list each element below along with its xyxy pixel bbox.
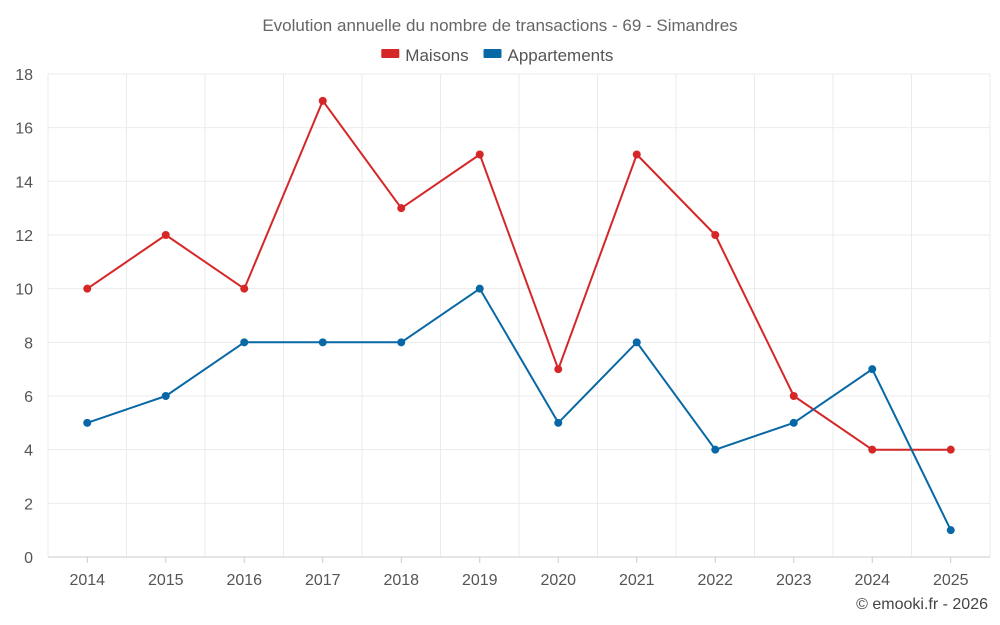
data-point[interactable] — [554, 418, 563, 427]
series-maisons[interactable] — [83, 96, 955, 454]
x-tick-label: 2025 — [933, 572, 969, 589]
y-tick-label: 2 — [24, 496, 33, 513]
chart-title: Evolution annuelle du nombre de transact… — [262, 16, 737, 35]
legend-label: Appartements — [508, 46, 614, 65]
data-point[interactable] — [554, 365, 563, 374]
x-tick-label: 2015 — [148, 572, 184, 589]
data-point[interactable] — [83, 284, 92, 293]
credit-text: © emooki.fr - 2026 — [856, 596, 988, 613]
data-point[interactable] — [161, 392, 170, 400]
data-point[interactable] — [83, 418, 92, 427]
x-tick-label: 2023 — [776, 572, 812, 589]
x-tick-label: 2014 — [69, 572, 105, 589]
x-tick-label: 2016 — [226, 572, 262, 589]
data-point[interactable] — [711, 445, 720, 454]
data-point[interactable] — [240, 338, 249, 347]
data-point[interactable] — [946, 526, 955, 535]
data-point[interactable] — [632, 150, 641, 159]
y-tick-label: 0 — [24, 550, 33, 567]
x-tick-label: 2017 — [305, 572, 341, 589]
legend-label: Maisons — [405, 46, 468, 65]
data-point[interactable] — [711, 231, 720, 239]
x-tick-label: 2018 — [383, 572, 419, 589]
data-point[interactable] — [318, 338, 327, 347]
axes: 0 2 4 6 8 10 12 14 16 18 2014 2015 2016 2017 2018 2019 2… — [15, 67, 990, 589]
legend[interactable]: Maisons Appartements — [381, 46, 613, 65]
data-point[interactable] — [397, 204, 406, 213]
data-point[interactable] — [789, 418, 798, 427]
y-tick-label: 8 — [24, 335, 33, 352]
y-tick-label: 6 — [24, 389, 33, 406]
x-tick-label: 2020 — [540, 572, 576, 589]
data-point[interactable] — [632, 338, 641, 347]
data-point[interactable] — [475, 284, 484, 293]
y-tick-label: 14 — [15, 174, 33, 191]
x-tick-label: 2021 — [619, 572, 655, 589]
x-tick-label: 2019 — [462, 572, 498, 589]
data-point[interactable] — [318, 96, 327, 105]
gridlines — [47, 73, 991, 557]
y-tick-label: 10 — [15, 282, 33, 299]
y-tick-label: 18 — [15, 67, 33, 84]
data-point[interactable] — [789, 392, 798, 400]
data-point[interactable] — [397, 338, 406, 347]
x-tick-label: 2024 — [854, 572, 890, 589]
y-tick-label: 4 — [24, 443, 33, 460]
series-line[interactable] — [86, 99, 951, 451]
series-appartements[interactable] — [83, 284, 955, 535]
series-line[interactable] — [86, 287, 952, 531]
data-point[interactable] — [161, 231, 170, 239]
legend-item-appartements[interactable]: Appartements — [483, 46, 614, 65]
data-point[interactable] — [946, 445, 955, 454]
x-tick-label: 2022 — [697, 572, 733, 589]
legend-item-maisons[interactable]: Maisons — [381, 46, 469, 65]
data-point[interactable] — [475, 150, 484, 159]
y-tick-label: 12 — [15, 228, 33, 245]
series-layer — [83, 96, 955, 535]
data-point[interactable] — [868, 445, 877, 454]
data-point[interactable] — [240, 284, 249, 293]
data-point[interactable] — [868, 365, 877, 374]
y-tick-label: 16 — [15, 121, 33, 138]
legend-swatch — [483, 49, 502, 58]
legend-swatch — [381, 49, 400, 58]
